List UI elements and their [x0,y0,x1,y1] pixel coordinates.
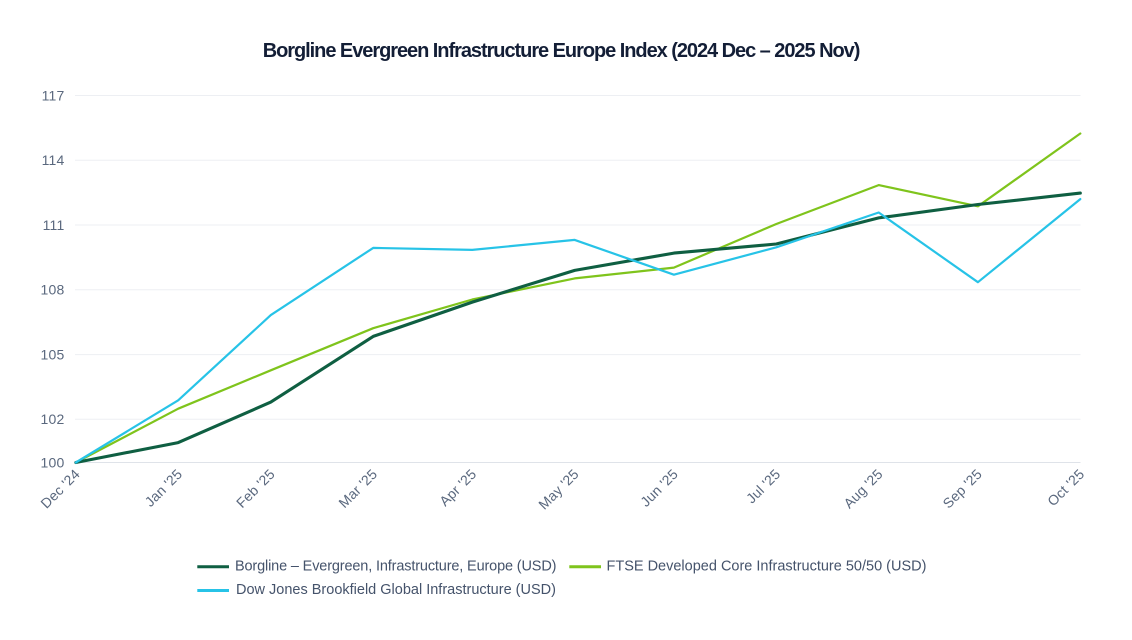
svg-text:100: 100 [41,454,65,470]
svg-text:102: 102 [41,411,65,427]
svg-text:105: 105 [41,346,65,362]
svg-text:108: 108 [41,282,65,298]
svg-text:117: 117 [42,87,65,103]
svg-text:Borgline Evergreen Infrastruct: Borgline Evergreen Infrastructure Europe… [263,40,860,62]
svg-text:111: 111 [43,217,65,233]
svg-text:FTSE Developed Core Infrastruc: FTSE Developed Core Infrastructure 50/50… [607,558,927,574]
svg-text:Dow Jones Brookfield Global In: Dow Jones Brookfield Global Infrastructu… [236,582,556,598]
svg-text:Borgline – Evergreen, Infrastr: Borgline – Evergreen, Infrastructure, Eu… [235,558,556,574]
svg-text:114: 114 [42,152,65,168]
